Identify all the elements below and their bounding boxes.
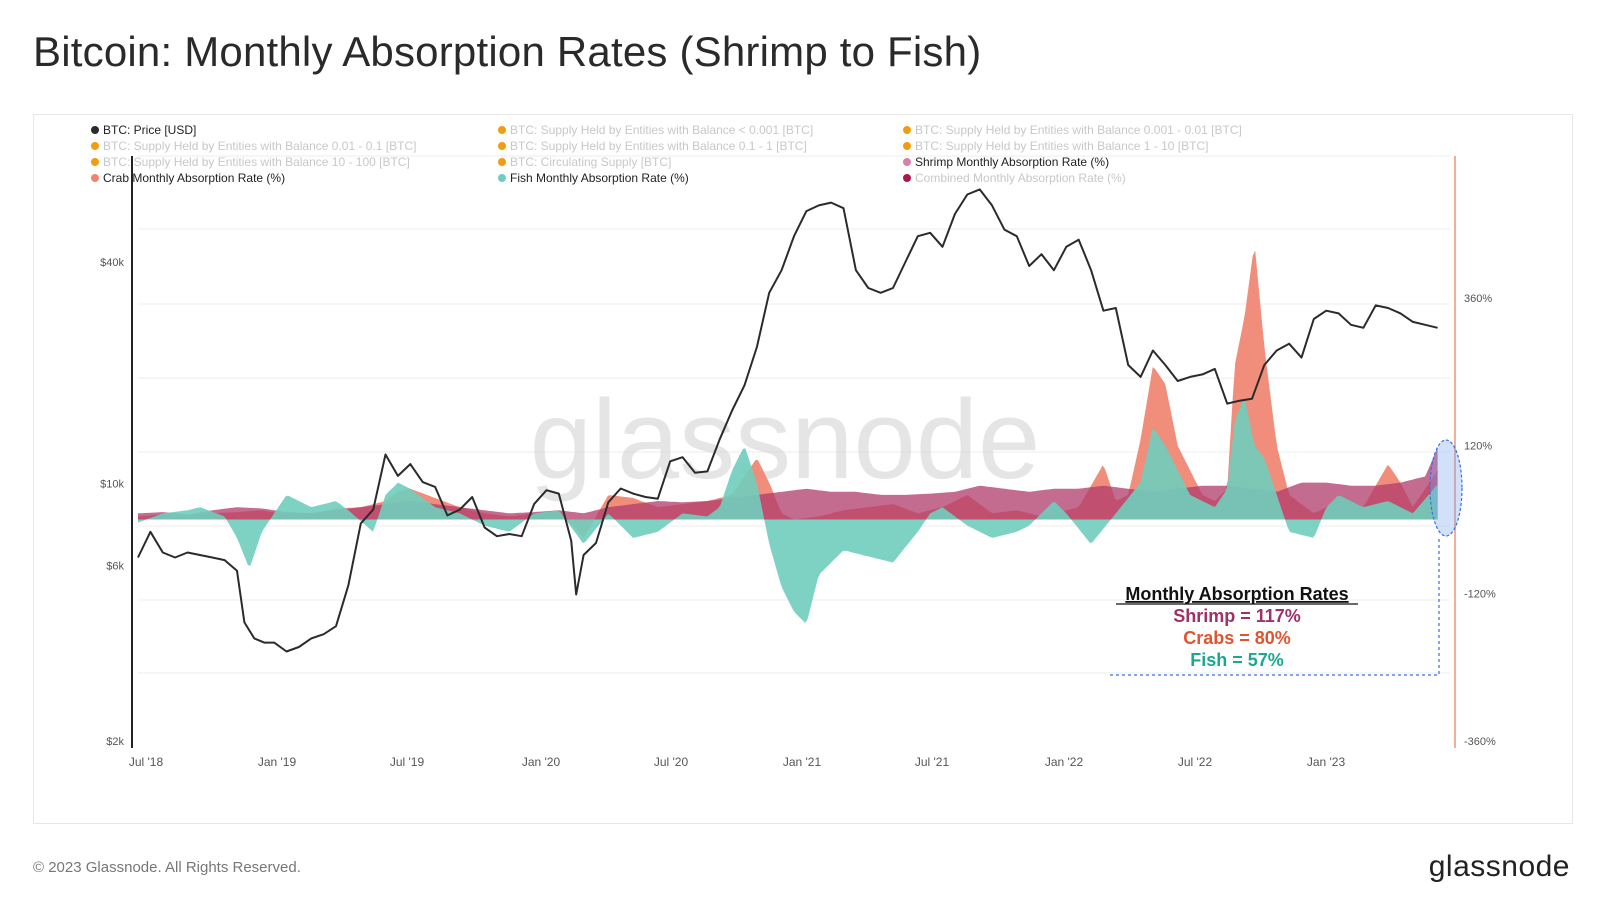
legend: BTC: Price [USD] BTC: Supply Held by Enti… — [91, 123, 1242, 185]
legend-marker[interactable] — [903, 142, 911, 150]
x-tick-label: Jan '22 — [1045, 755, 1084, 769]
annotation-connector — [1110, 537, 1440, 676]
legend-item-label[interactable]: BTC: Supply Held by Entities with Balanc… — [915, 139, 1208, 153]
legend-item-label[interactable]: Shrimp Monthly Absorption Rate (%) — [915, 155, 1109, 169]
legend-item-label[interactable]: Combined Monthly Absorption Rate (%) — [915, 171, 1126, 185]
legend-marker[interactable] — [498, 142, 506, 150]
legend-marker[interactable] — [903, 126, 911, 134]
legend-marker[interactable] — [498, 174, 506, 182]
x-tick-label: Jan '21 — [783, 755, 822, 769]
legend-item-label[interactable]: BTC: Price [USD] — [103, 123, 196, 137]
legend-item-label[interactable]: BTC: Supply Held by Entities with Balanc… — [510, 139, 807, 153]
x-tick-label: Jul '22 — [1178, 755, 1213, 769]
x-tick-label: Jul '18 — [129, 755, 164, 769]
legend-marker[interactable] — [91, 174, 99, 182]
legend-marker[interactable] — [498, 126, 506, 134]
legend-item-label[interactable]: BTC: Supply Held by Entities with Balanc… — [103, 139, 416, 153]
annotation-crabs: Crabs = 80% — [1183, 628, 1291, 648]
x-tick-label: Jan '19 — [258, 755, 297, 769]
left-tick-label: $40k — [100, 257, 124, 269]
annotation-fish: Fish = 57% — [1190, 650, 1284, 670]
left-tick-label: $10k — [100, 479, 124, 491]
price-line-group — [137, 188, 1438, 653]
legend-marker[interactable] — [903, 158, 911, 166]
legend-item-label[interactable]: BTC: Supply Held by Entities with Balanc… — [510, 123, 813, 137]
series-area-fish — [138, 399, 1438, 623]
right-tick-label: -360% — [1464, 736, 1496, 748]
legend-item-label[interactable]: Fish Monthly Absorption Rate (%) — [510, 171, 689, 185]
highlight-ellipse — [1429, 439, 1463, 537]
page-title: Bitcoin: Monthly Absorption Rates (Shrim… — [33, 28, 982, 75]
right-tick-label: 360% — [1464, 293, 1492, 305]
legend-marker[interactable] — [903, 174, 911, 182]
absorption-areas — [138, 250, 1438, 623]
x-tick-label: Jul '20 — [654, 755, 689, 769]
right-tick-label: -120% — [1464, 588, 1496, 600]
footer-logo: glassnode — [1428, 850, 1570, 883]
legend-marker[interactable] — [91, 142, 99, 150]
price-line — [137, 188, 1438, 653]
legend-marker[interactable] — [498, 158, 506, 166]
left-tick-label: $2k — [106, 736, 124, 748]
series-area-shrimp — [138, 447, 1438, 520]
legend-item-label[interactable]: Crab Monthly Absorption Rate (%) — [103, 171, 285, 185]
legend-item-label[interactable]: BTC: Supply Held by Entities with Balanc… — [103, 155, 410, 169]
x-tick-label: Jan '20 — [522, 755, 561, 769]
annotation: Monthly Absorption Rates Shrimp = 117% C… — [1110, 439, 1463, 676]
x-tick-label: Jan '23 — [1307, 755, 1346, 769]
annotation-heading: Monthly Absorption Rates — [1125, 584, 1348, 604]
legend-marker[interactable] — [91, 158, 99, 166]
right-tick-label: 120% — [1464, 441, 1492, 453]
left-tick-label: $6k — [106, 560, 124, 572]
watermark: glassnode — [530, 377, 1041, 502]
axes: $40k $10k $6k $2k 360% 120% -120% -360% Jul '18 J… — [100, 156, 1496, 769]
x-tick-label: Jul '21 — [915, 755, 950, 769]
x-tick-label: Jul '19 — [390, 755, 425, 769]
legend-item-label[interactable]: BTC: Supply Held by Entities with Balanc… — [915, 123, 1242, 137]
footer-copyright: © 2023 Glassnode. All Rights Reserved. — [33, 859, 301, 876]
annotation-shrimp: Shrimp = 117% — [1173, 606, 1301, 626]
legend-marker[interactable] — [91, 126, 99, 134]
chart-panel — [33, 114, 1573, 824]
legend-item-label[interactable]: BTC: Circulating Supply [BTC] — [510, 155, 671, 169]
